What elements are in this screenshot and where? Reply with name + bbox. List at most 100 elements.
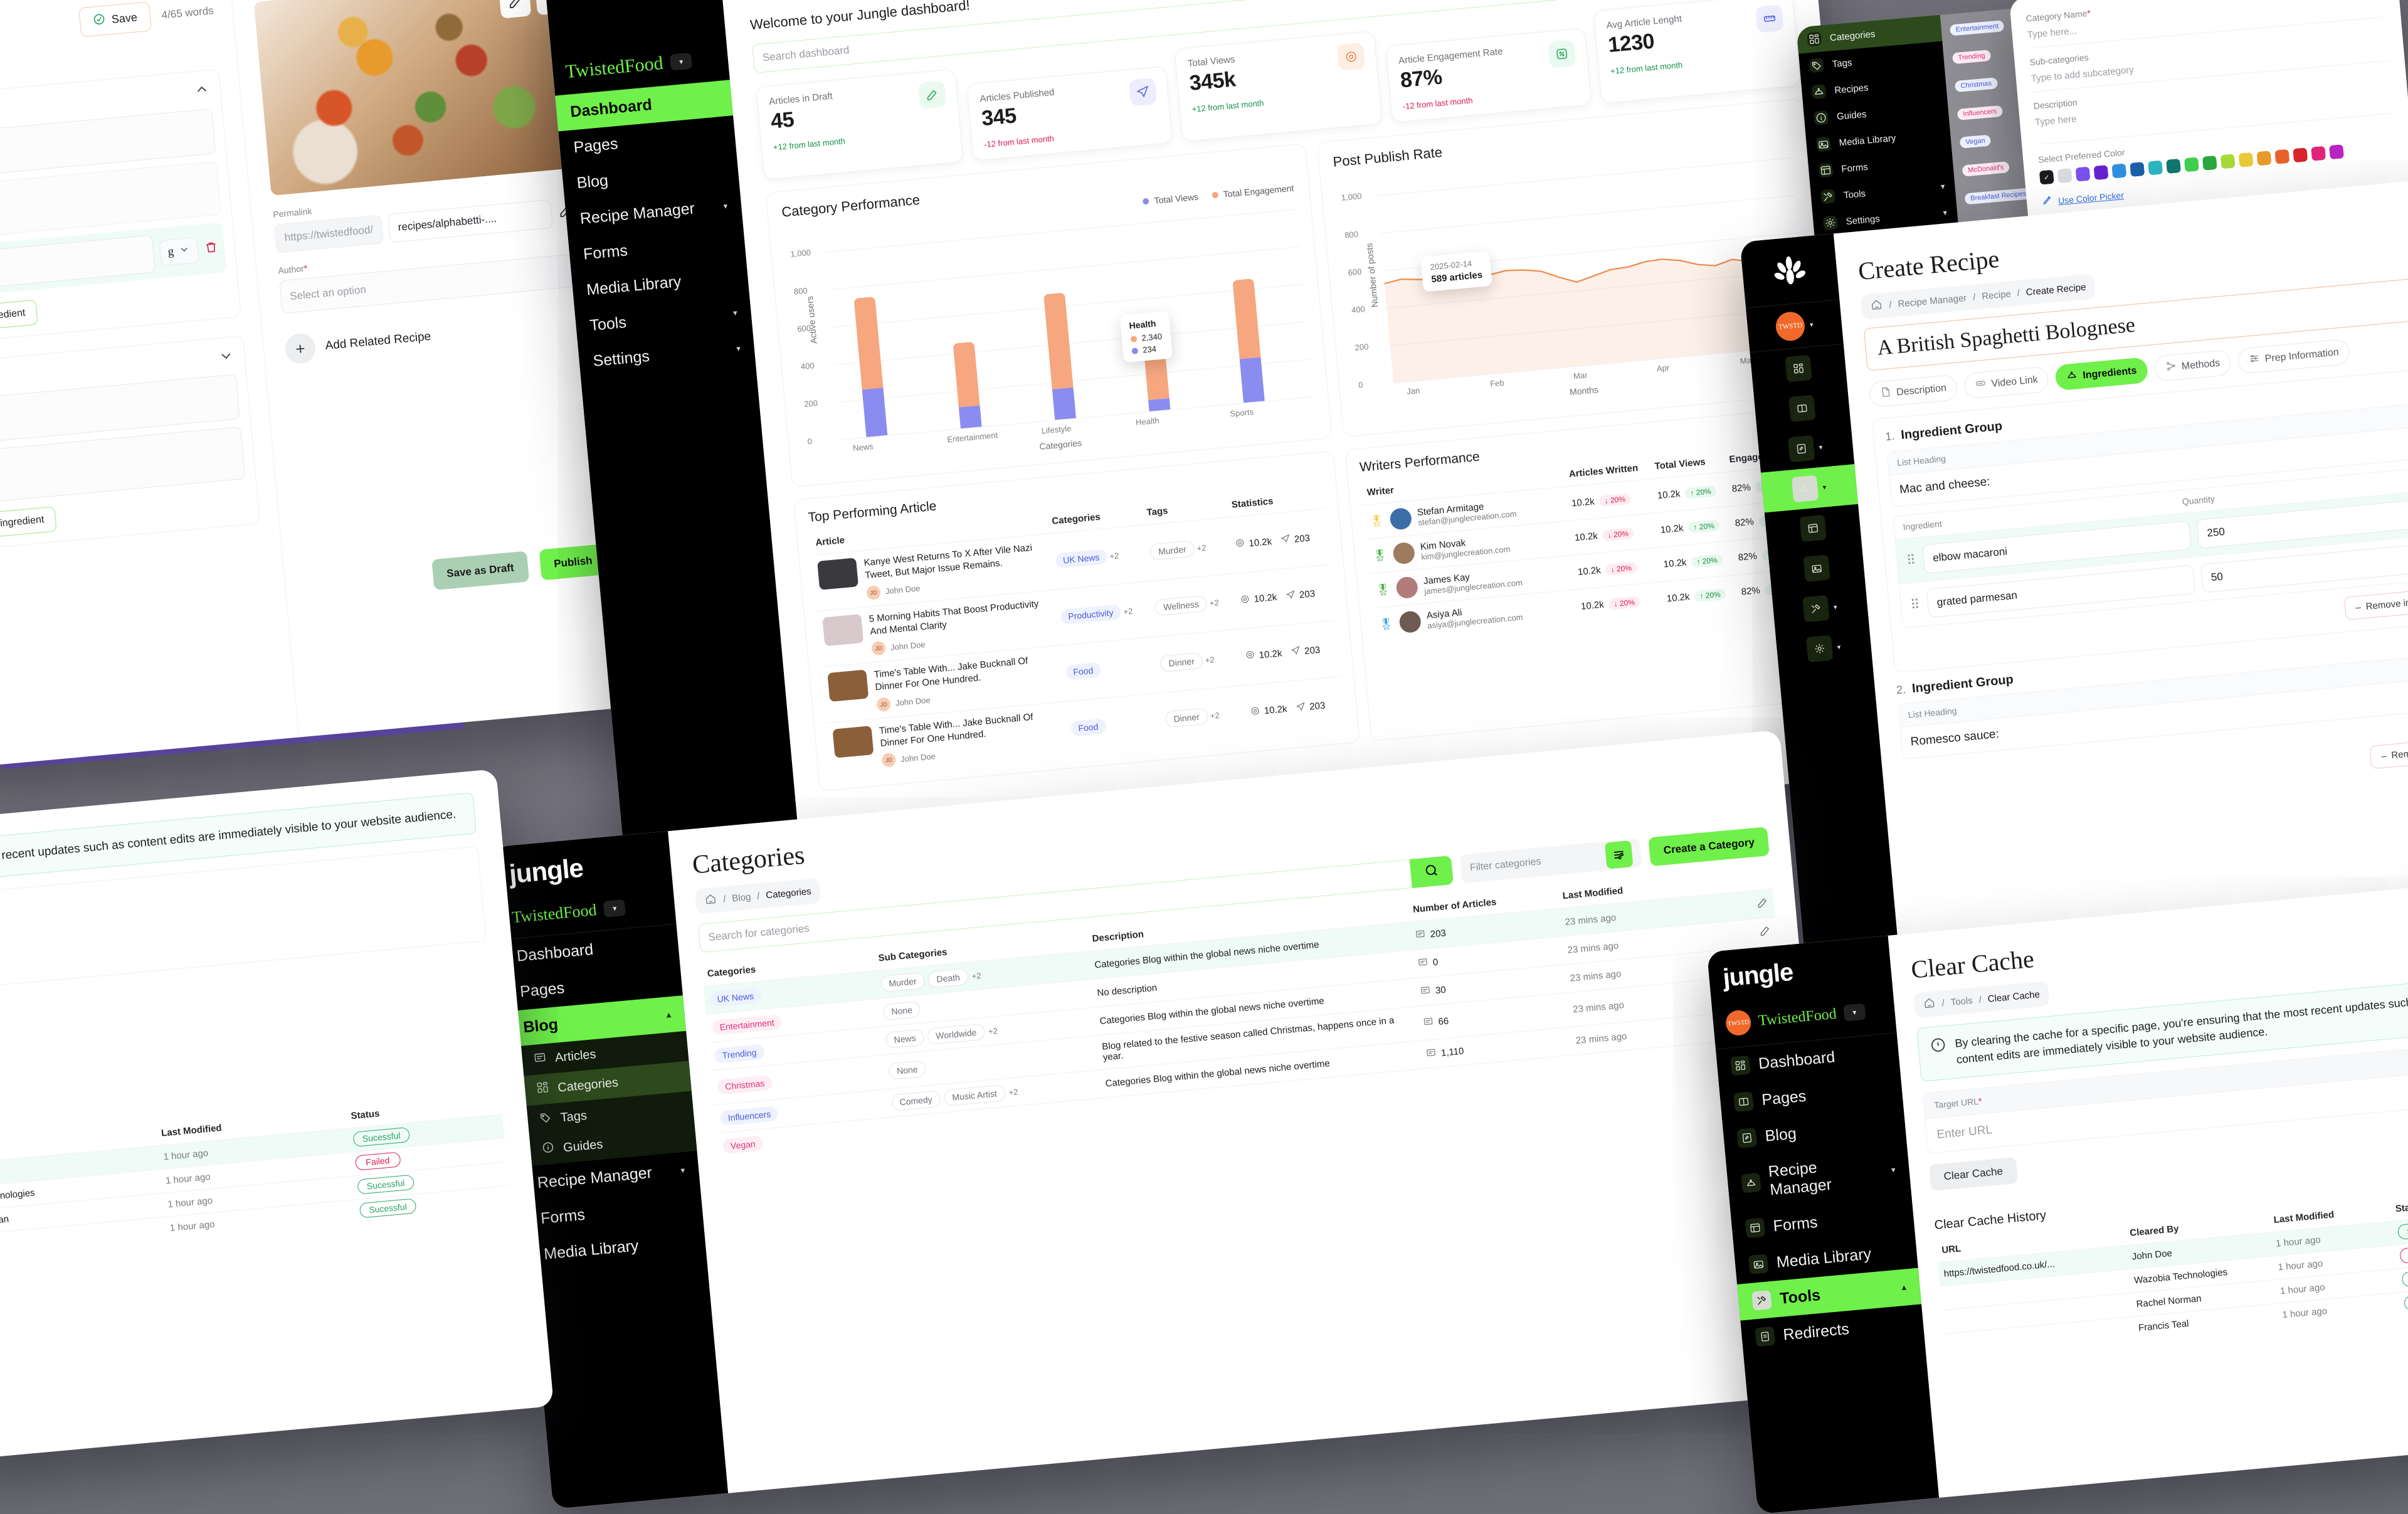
home-icon[interactable]	[1923, 996, 1936, 1012]
category-chip[interactable]: UK News	[709, 987, 762, 1008]
rail-item-gear-icon[interactable]: ▾	[1775, 624, 1872, 672]
subcategory-chip[interactable]: None	[882, 1000, 921, 1020]
color-swatch[interactable]	[2093, 165, 2109, 180]
category-chip[interactable]: Influencers	[719, 1106, 779, 1126]
subcategory-chip[interactable]: Murder	[880, 971, 926, 992]
save-as-draft-button[interactable]: Save as Draft	[431, 551, 529, 591]
color-swatch[interactable]: ✓	[2039, 169, 2054, 185]
rail-item-pencil-doc-icon[interactable]: ▾	[1757, 424, 1854, 472]
workspace-avatar-switcher[interactable]: TWSTD ▾	[1745, 299, 1844, 353]
chevron-up-icon[interactable]: ▴	[666, 1009, 672, 1020]
chevron-up-icon[interactable]: ▴	[1901, 1282, 1907, 1293]
subcategory-chip[interactable]: News	[885, 1029, 925, 1049]
category-chip[interactable]: Christmas	[1954, 77, 1998, 93]
create-category-button[interactable]: Create a Category	[1648, 827, 1770, 867]
sidebar-item-forms[interactable]: Forms	[1808, 146, 1954, 185]
chevron-down-icon[interactable]: ▾	[1819, 443, 1823, 452]
use-color-picker-link[interactable]: Use Color Picker	[2057, 189, 2125, 206]
drag-handle-icon[interactable]	[1905, 551, 1916, 569]
chevron-down-icon[interactable]: ▾	[736, 343, 741, 353]
collapse-chevron-up-icon[interactable]	[193, 80, 211, 101]
color-swatch[interactable]	[2220, 154, 2236, 169]
category-chip[interactable]: Trending	[714, 1044, 765, 1064]
table-row[interactable]: 5 Morning Habits That Boost Productivity…	[816, 564, 1336, 667]
sidebar-subitem-articles[interactable]: Articles	[511, 1031, 689, 1077]
chevron-down-icon[interactable]: ▾	[1942, 208, 1948, 218]
chevron-down-icon[interactable]: ▾	[1822, 483, 1827, 492]
tag-chip[interactable]: Dinner	[1159, 652, 1203, 672]
color-swatch[interactable]	[2311, 146, 2326, 161]
sidebar-item-categories[interactable]: Categories	[1796, 14, 1943, 54]
sidebar-item-blog[interactable]: Blog	[1722, 1106, 1906, 1158]
chevron-down-icon[interactable]: ▾	[1940, 181, 1946, 191]
category-chip[interactable]: McDonald's	[1962, 161, 2010, 177]
rail-item-grid-icon[interactable]	[1750, 344, 1847, 393]
filter-categories-input[interactable]: Filter categories	[1460, 838, 1643, 884]
subcategory-chip[interactable]: Comedy	[890, 1090, 941, 1111]
subcategory-chip[interactable]: Worldwide	[927, 1023, 986, 1045]
table-row[interactable]: Time's Table With... Jake Bucknall Of Di…	[821, 620, 1341, 723]
sidebar-item-settings[interactable]: Settings ▾	[1812, 199, 1958, 238]
sidebar-item-redirects[interactable]: Redirects	[1740, 1304, 1925, 1357]
sidebar-item-forms[interactable]: Forms	[1730, 1195, 1914, 1248]
crumb-blog[interactable]: Blog	[731, 891, 752, 904]
color-swatch[interactable]	[2075, 166, 2091, 182]
tab-prep-information[interactable]: Prep Information	[2237, 338, 2351, 374]
color-swatch[interactable]	[2111, 163, 2127, 179]
save-button[interactable]: Save	[78, 1, 152, 38]
chevron-down-icon[interactable]: ▾	[670, 52, 693, 71]
color-swatch[interactable]	[2130, 162, 2145, 177]
add-another-ingredient-button-2[interactable]: + Add another ingredient	[0, 506, 58, 544]
tag-chip[interactable]: Murder	[1149, 540, 1195, 561]
category-chip[interactable]: Breakfast Recipes	[1964, 188, 2032, 205]
category-chip[interactable]: Vegan	[1959, 134, 1992, 149]
color-swatch[interactable]	[2148, 160, 2163, 176]
collapse-chevron-down-icon[interactable]	[217, 347, 235, 368]
sidebar-item-recipes[interactable]: Recipes	[1801, 67, 1947, 106]
crumb-recipe-manager[interactable]: Recipe Manager	[1897, 292, 1967, 310]
rail-item-tools-icon[interactable]: ▾	[1772, 584, 1869, 632]
home-icon[interactable]	[1869, 298, 1883, 314]
drag-handle-icon[interactable]	[1909, 596, 1921, 613]
tab-description[interactable]: Description	[1868, 374, 1958, 408]
color-swatch[interactable]	[2329, 144, 2344, 160]
sidebar-item-tags[interactable]: Tags	[1798, 41, 1945, 80]
chevron-down-icon[interactable]: ▾	[1833, 603, 1838, 611]
edit-cover-icon[interactable]	[499, 0, 532, 19]
subcategory-chip[interactable]: Music Artist	[943, 1084, 1006, 1106]
chevron-down-icon[interactable]: ▾	[1809, 320, 1814, 329]
sidebar-subitem-guides[interactable]: Guides	[519, 1121, 697, 1167]
category-chip[interactable]: Christmas	[717, 1074, 773, 1095]
cover-image-preview[interactable]	[253, 0, 591, 196]
color-swatch[interactable]	[2238, 152, 2254, 167]
sidebar-item-media-library[interactable]: Media Library	[1734, 1232, 1918, 1284]
subcategory-chip[interactable]: Death	[927, 968, 969, 988]
chevron-down-icon[interactable]	[178, 243, 191, 259]
delete-ingredient-icon[interactable]	[204, 240, 219, 258]
add-another-ingredient-button-1[interactable]: + Add another ingredient	[0, 299, 39, 337]
categories-search-button[interactable]	[1410, 855, 1454, 888]
sidebar-item-tools[interactable]: Tools ▾	[1810, 172, 1956, 211]
color-picker-icon[interactable]	[2041, 194, 2054, 209]
chevron-down-icon[interactable]: ▾	[680, 1165, 685, 1175]
color-swatch[interactable]	[2274, 149, 2290, 164]
color-swatch[interactable]	[2184, 157, 2199, 172]
filter-icon[interactable]	[1605, 840, 1634, 869]
category-chip[interactable]: Food	[1070, 718, 1107, 737]
chevron-down-icon[interactable]: ▾	[732, 307, 738, 317]
edit-row-icon[interactable]	[1756, 896, 1770, 913]
clear-cache-button[interactable]: Clear Cache	[1928, 1157, 2018, 1192]
sidebar-item-media-library[interactable]: Media Library	[1805, 120, 1951, 159]
crumb-recipe[interactable]: Recipe	[1981, 288, 2012, 302]
rail-item-media-icon[interactable]	[1768, 544, 1865, 592]
table-row[interactable]: Time's Table With... Jake Bucknall Of Di…	[826, 676, 1346, 779]
ingredient-row[interactable]: grated parmesan 50	[1899, 531, 2408, 628]
sidebar-item-guides[interactable]: Guides	[1803, 93, 1949, 132]
remove-ingredient-group-button-1[interactable]: – Remove ingredient group	[2343, 585, 2408, 620]
rail-item-dome-icon[interactable]: ▾	[1760, 463, 1859, 513]
sidebar-subitem-tags[interactable]: Tags	[517, 1091, 694, 1136]
category-chip[interactable]: Entertainment	[711, 1014, 783, 1035]
rail-item-book-icon[interactable]	[1753, 384, 1851, 433]
sidebar-item-tools[interactable]: Tools ▴	[1736, 1268, 1922, 1321]
category-chip[interactable]: Vegan	[722, 1135, 764, 1155]
